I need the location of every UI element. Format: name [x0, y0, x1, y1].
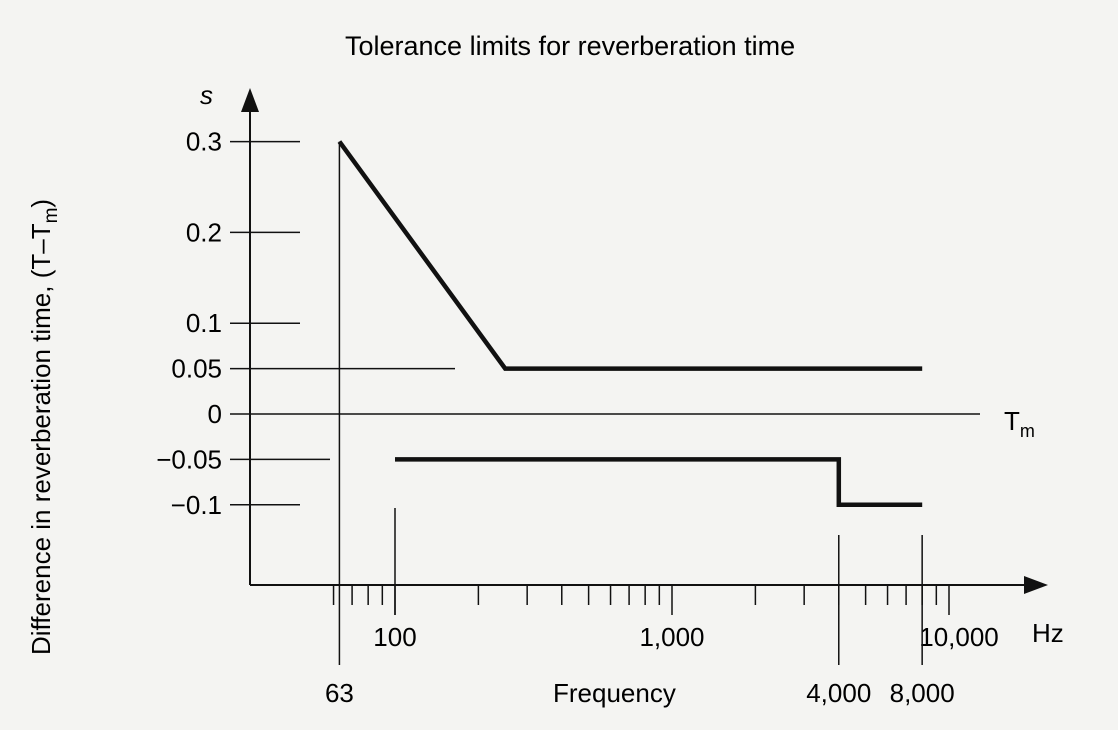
reference-line-group: Tm [230, 406, 1035, 441]
x-axis-label: Frequency [553, 678, 676, 708]
y-tick-label: 0.05 [171, 354, 222, 384]
y-tick-label: 0.3 [186, 127, 222, 157]
lower-limit-line [395, 457, 923, 508]
y-tick-label: 0.2 [186, 217, 222, 247]
y-tick-label: 0.1 [186, 308, 222, 338]
y-axis-label: Difference in reverberation time, (T–Tm) [26, 199, 62, 655]
y-axis-label-close: ) [26, 199, 56, 208]
y-tick-label: −0.05 [156, 444, 222, 474]
y-axis-arrow [241, 88, 259, 112]
x-marker-label: 63 [325, 678, 354, 708]
upper-limit-line [337, 140, 923, 371]
x-axis-arrow [1024, 576, 1048, 594]
x-axis-unit: Hz [1032, 618, 1064, 648]
reference-line-label-subscript: m [1020, 421, 1035, 441]
x-marker-lines: 63 4,000 8,000 [325, 141, 955, 708]
x-axis-ticks: 100 1,000 10,000 [332, 585, 999, 652]
x-tick-label: 10,000 [919, 622, 999, 652]
chart-title: Tolerance limits for reverberation time [345, 31, 795, 61]
y-axis-unit: s [200, 80, 213, 110]
series-group [337, 140, 923, 508]
y-axis-label-subscript: m [41, 208, 62, 224]
y-tick-label: −0.1 [171, 490, 222, 520]
x-marker-label: 8,000 [890, 678, 955, 708]
x-marker-label: 4,000 [806, 678, 871, 708]
x-tick-label: 1,000 [639, 622, 704, 652]
reference-line-label: Tm [1004, 406, 1035, 441]
x-tick-label: 100 [373, 622, 416, 652]
y-axis-ticks: 0.3 0.2 0.1 0.05 0 −0.05 −0.1 [156, 127, 455, 520]
y-tick-label: 0 [208, 399, 222, 429]
